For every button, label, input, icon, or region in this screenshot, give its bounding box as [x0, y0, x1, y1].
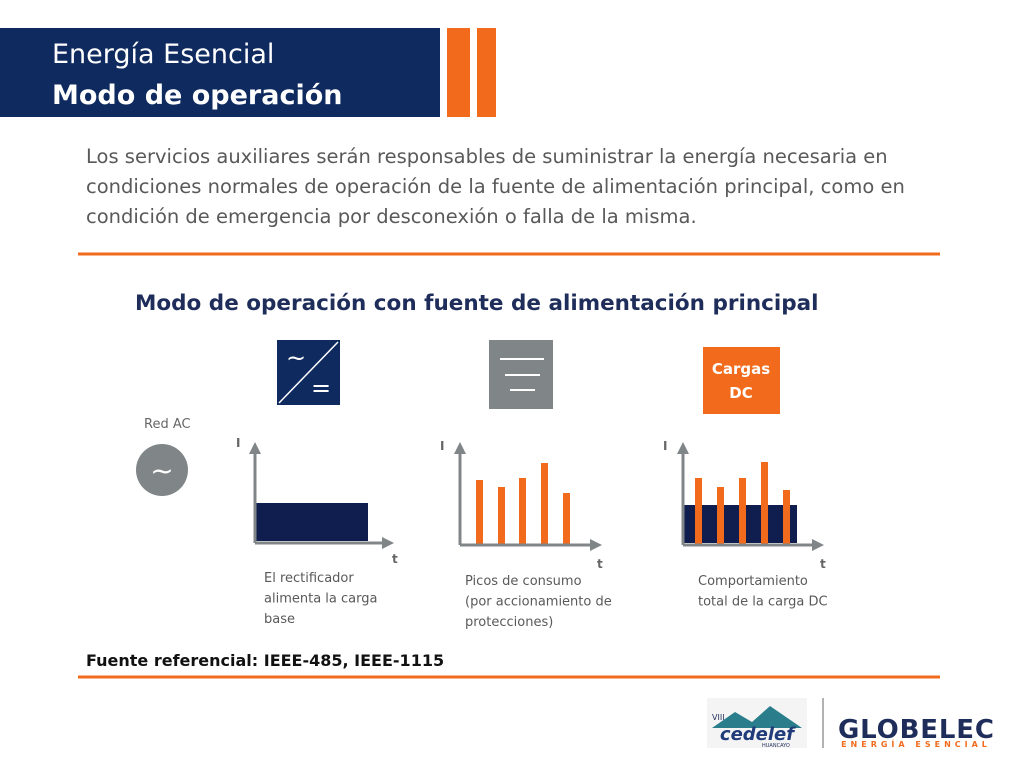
logo-text: HUANCAYO [762, 743, 790, 749]
intro-text: Los servicios auxiliares serán responsab… [86, 145, 905, 228]
peak-load [783, 490, 790, 545]
peak-load [739, 478, 746, 545]
dc-load-icon [703, 347, 780, 414]
axis-label: t [820, 557, 826, 571]
caption: total de la carga DC [698, 595, 828, 610]
axis-label: I [440, 439, 444, 453]
logo-text: GLOBELEC [838, 715, 994, 745]
logo-text: VIII [712, 713, 725, 722]
peak-load [695, 478, 702, 545]
icon-label: Cargas [712, 360, 770, 378]
source-icon [136, 444, 188, 496]
axis-arrow [590, 539, 602, 551]
caption: Picos de consumo [465, 574, 582, 589]
axis-arrow [812, 539, 824, 551]
axis-arrow [454, 442, 466, 454]
header-accent [447, 28, 470, 117]
icon-symbol: ~ [286, 344, 306, 372]
icon-line [278, 341, 339, 404]
caption: El rectificador [264, 571, 354, 586]
logo-text: cedelef [720, 724, 796, 745]
header-accent [477, 28, 496, 117]
reference: Fuente referencial: IEEE-485, IEEE-1115 [86, 651, 444, 670]
peak-load [498, 487, 505, 545]
logo-mountains [712, 706, 802, 728]
axis-label: I [663, 439, 667, 453]
caption: alimenta la carga [264, 592, 377, 607]
section-title: Modo de operación con fuente de alimenta… [135, 291, 819, 316]
caption: base [264, 612, 295, 627]
axis-label: I [236, 436, 240, 450]
peak-load [541, 463, 548, 545]
axis-arrow [249, 442, 261, 454]
source-label: Red AC [144, 417, 191, 432]
icon-symbol: ~ [150, 454, 173, 487]
peak-load [717, 487, 724, 545]
header-band [0, 28, 440, 117]
peak-load [476, 480, 483, 545]
axis-arrow [677, 442, 689, 454]
icon-label: DC [729, 384, 752, 402]
base-load [255, 503, 368, 541]
panels: It El rectificador alimenta la carga base It… [236, 436, 828, 630]
caption: Comportamiento [698, 574, 808, 589]
header-subtitle: Modo de operación [52, 80, 343, 111]
logo-text: ENERGÍA ESENCIAL [841, 738, 991, 749]
caption: (por accionamiento de [465, 595, 612, 610]
axis-label: t [392, 552, 398, 566]
axis-label: t [597, 557, 603, 571]
peak-load [563, 493, 570, 545]
peak-load [761, 462, 768, 545]
caption: protecciones) [465, 615, 553, 630]
icon-symbol: = [311, 374, 331, 402]
peak-load [519, 478, 526, 545]
header-title: Energía Esencial [52, 39, 274, 70]
axis-arrow [382, 537, 394, 549]
